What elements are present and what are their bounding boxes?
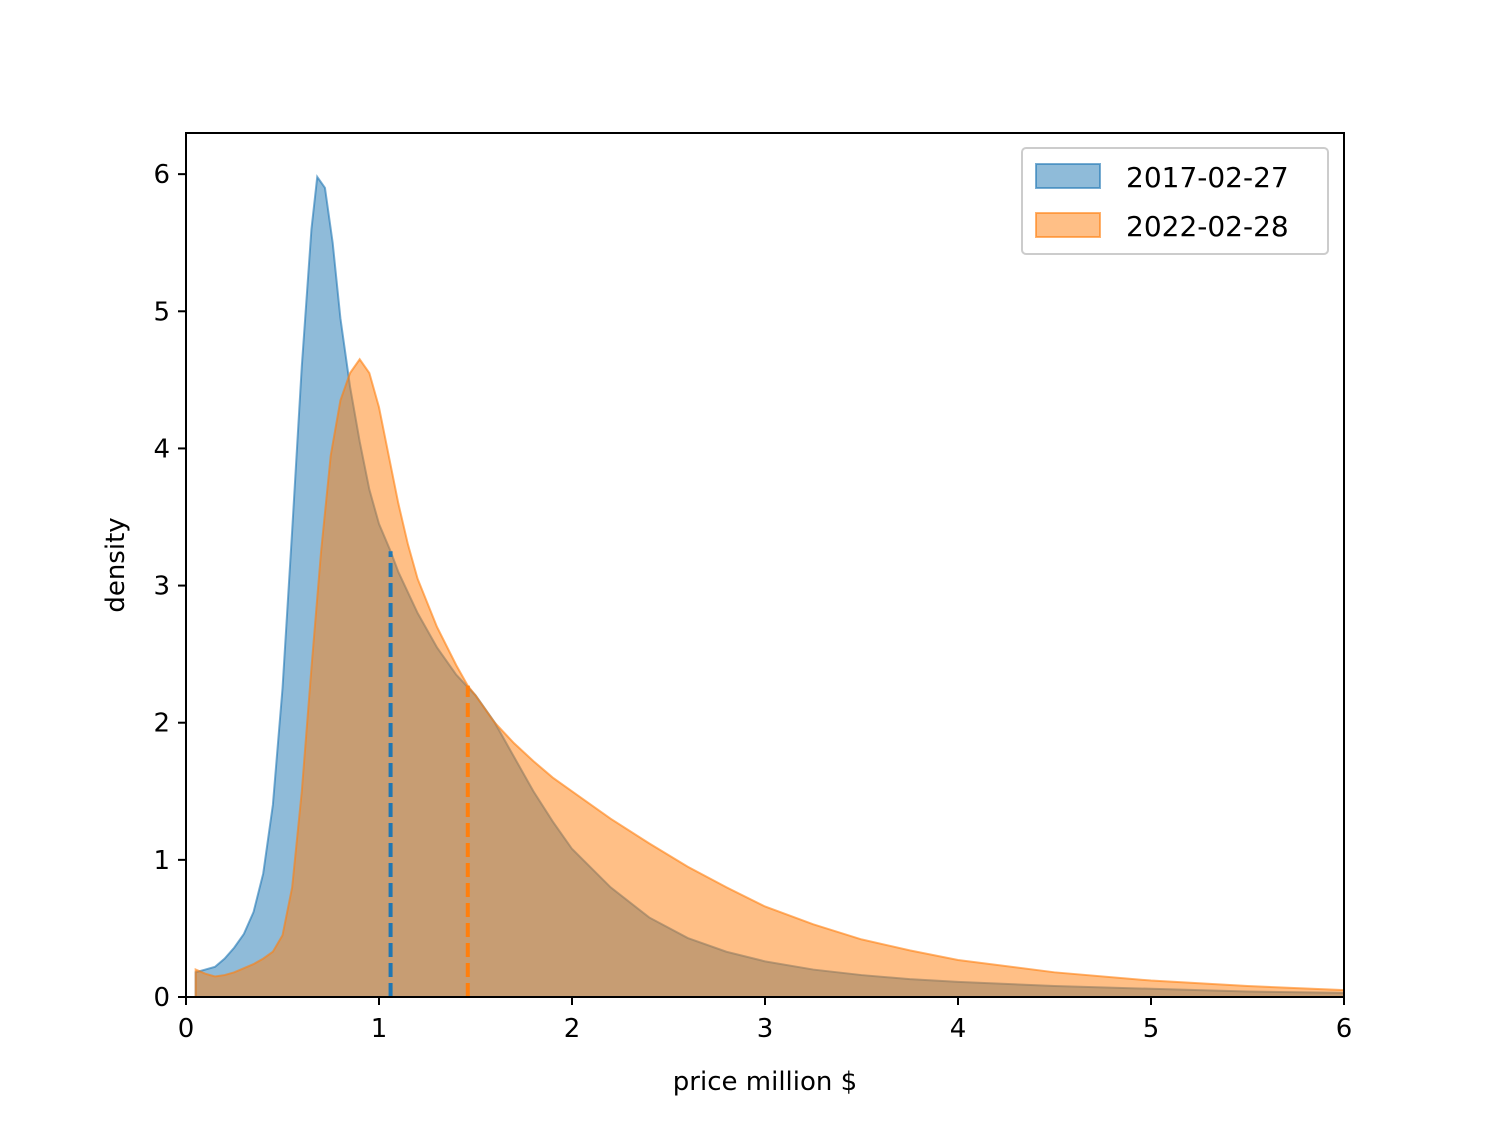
density-area-2022-02-28 [194,357,1345,998]
legend-swatch-2022 [1035,212,1101,238]
x-tick-label: 3 [757,1014,774,1044]
y-tick-label: 5 [153,297,170,327]
x-tick-label: 4 [950,1014,967,1044]
y-tick-label: 4 [153,434,170,464]
y-tick-label: 0 [153,983,170,1013]
x-axis-ticks: 0 1 2 3 4 5 6 [178,997,1353,1044]
y-tick-label: 1 [153,846,170,876]
legend: 2017-02-27 2022-02-28 [1021,147,1329,255]
x-tick-label: 2 [564,1014,581,1044]
legend-label-2017: 2017-02-27 [1126,161,1289,194]
x-tick-label: 6 [1336,1014,1353,1044]
x-tick-label: 5 [1143,1014,1160,1044]
x-tick-label: 1 [371,1014,388,1044]
series-layer [194,174,1345,998]
y-tick-label: 6 [153,160,170,190]
median-lines [388,551,470,997]
y-axis-ticks: 0 1 2 3 4 5 6 [153,160,186,1013]
y-tick-label: 2 [153,709,170,739]
legend-label-2022: 2022-02-28 [1126,210,1289,243]
y-tick-label: 3 [153,572,170,602]
x-tick-label: 0 [178,1014,195,1044]
y-axis-label: density [101,517,131,612]
x-axis-label: price million $ [673,1067,857,1097]
legend-swatch-2017 [1035,163,1101,189]
